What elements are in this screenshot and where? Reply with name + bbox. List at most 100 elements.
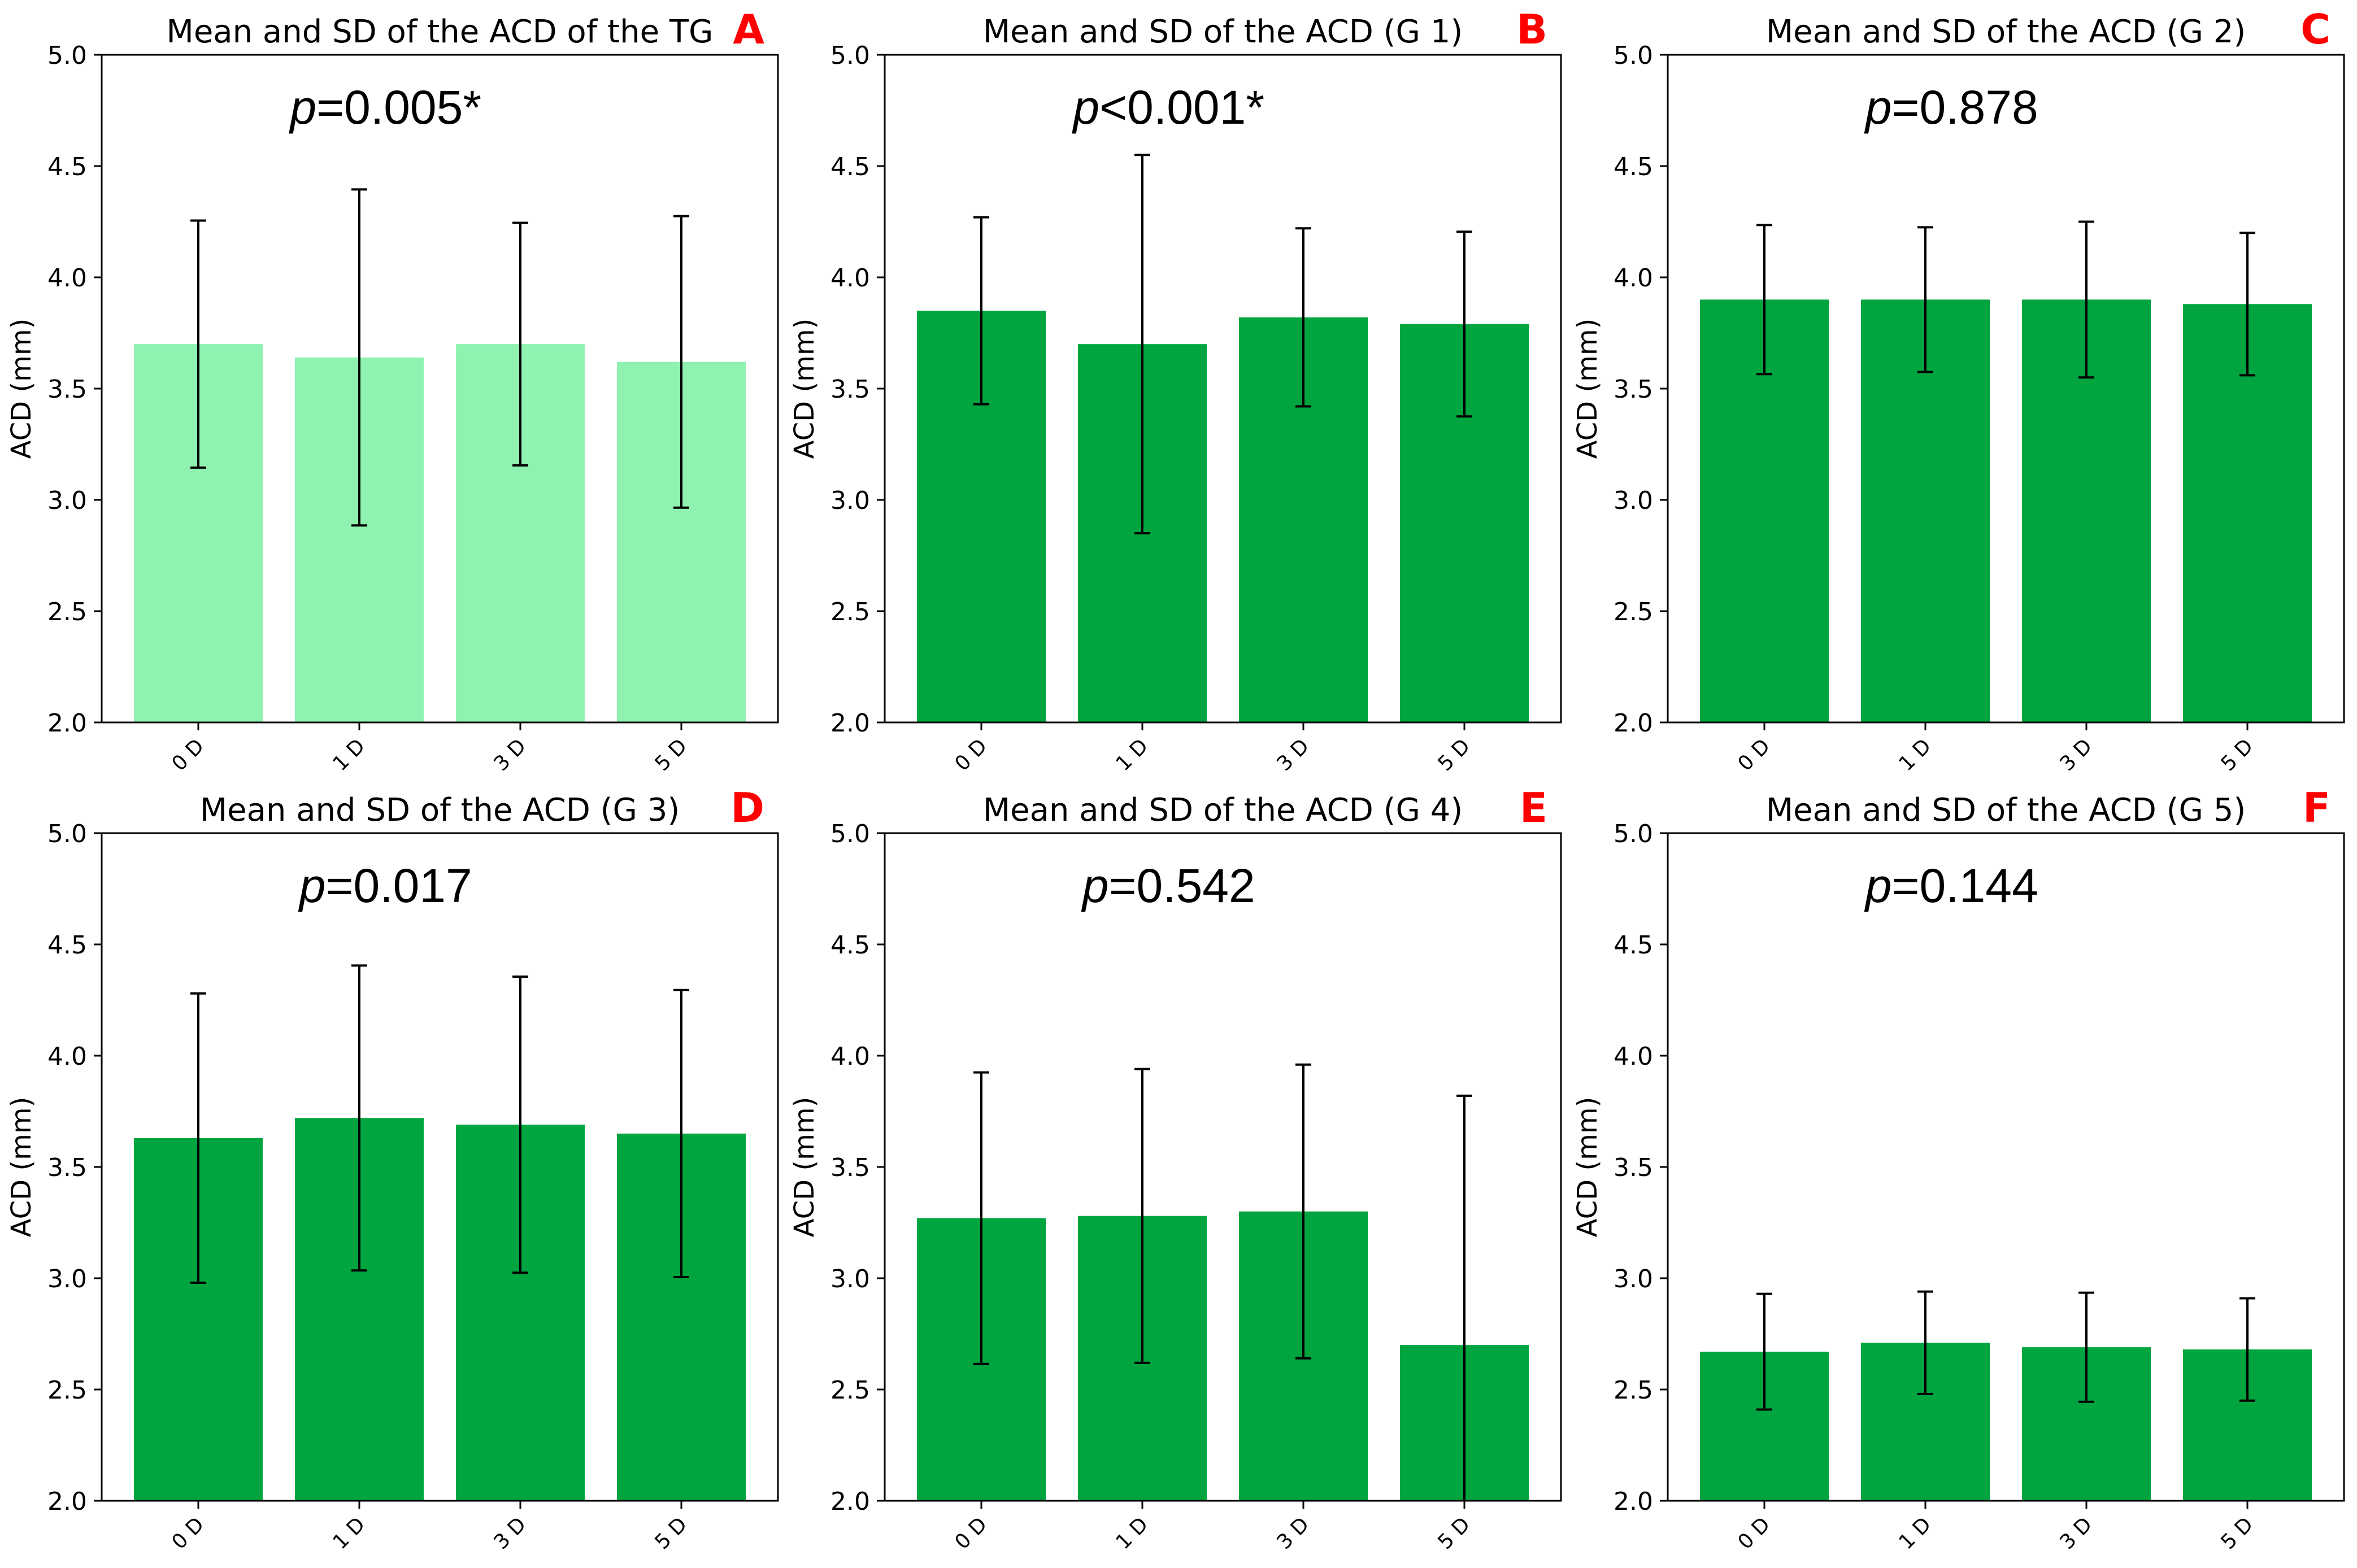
chart-panel-e: 2.0 2.5 3.0 3.5 4.0 4.5 5.0 0 D 1 D 3 D 5 D ACD (mm… (789, 784, 1562, 1554)
y-tick-label: 2.0 (47, 709, 87, 738)
error-bar-1d (351, 188, 367, 527)
error-bar-5d (673, 215, 689, 509)
p-value-symbol: p (1081, 859, 1109, 912)
x-tick-label: 1 D (1111, 734, 1153, 776)
p-value-text: =0.144 (1891, 859, 2038, 912)
x-tick-label: 3 D (489, 1513, 530, 1554)
x-tick-label: 0 D (1733, 1513, 1775, 1554)
y-tick-label: 5.0 (1614, 41, 1653, 70)
x-tick-label: 3 D (2055, 734, 2097, 776)
x-tick-label: 3 D (2055, 1513, 2097, 1554)
x-tick-label: 1 D (328, 1513, 369, 1554)
x-tick-label: 0 D (950, 734, 991, 776)
y-tick-label: 4.5 (1614, 931, 1653, 960)
y-tick-label: 3.0 (1614, 1265, 1653, 1293)
y-tick-label: 4.5 (1614, 153, 1653, 181)
chart-title: Mean and SD of the ACD (G 3) (200, 792, 680, 829)
error-bar-5d (1456, 1094, 1472, 1501)
y-tick-label: 2.0 (47, 1487, 87, 1516)
error-bar-3d (2078, 1291, 2094, 1403)
chart-title: Mean and SD of the ACD (G 1) (983, 14, 1463, 50)
chart-title: Mean and SD of the ACD (G 5) (1766, 792, 2246, 829)
x-tick-label: 1 D (1894, 1513, 1936, 1554)
y-tick-label: 3.5 (1614, 1153, 1653, 1182)
error-bar-1d (1134, 154, 1150, 535)
y-tick-label: 5.0 (47, 820, 87, 848)
y-tick-label: 2.5 (1614, 598, 1653, 626)
y-tick-label: 3.0 (47, 1265, 87, 1293)
error-bar-5d (1456, 230, 1472, 418)
chart-title: Mean and SD of the ACD (G 4) (983, 792, 1463, 829)
x-tick-label: 3 D (489, 734, 530, 776)
error-bar-1d (351, 964, 367, 1272)
p-value-annotation: p=0.005* (288, 81, 481, 134)
p-value-symbol: p (1071, 81, 1099, 134)
y-tick-label: 5.0 (47, 41, 87, 70)
panel-letter: E (1520, 784, 1547, 831)
y-tick-label: 3.5 (830, 1153, 870, 1182)
y-tick-label: 4.0 (830, 264, 870, 293)
error-bar-5d (2239, 1297, 2255, 1402)
y-tick-label: 5.0 (1614, 820, 1653, 848)
y-tick-label: 2.5 (47, 1376, 87, 1405)
y-axis-label: ACD (mm) (789, 1097, 820, 1238)
error-bar-3d (1295, 1063, 1311, 1360)
y-tick-label: 3.5 (47, 375, 87, 404)
panel-letter: A (733, 6, 764, 53)
y-tick-label: 2.5 (47, 598, 87, 626)
p-value-symbol: p (1864, 81, 1892, 134)
x-tick-label: 0 D (1733, 734, 1775, 776)
x-tick-label: 0 D (167, 734, 208, 776)
chart-title: Mean and SD of the ACD (G 2) (1766, 14, 2246, 50)
x-tick-label: 5 D (2216, 734, 2258, 776)
y-tick-label: 3.0 (1614, 486, 1653, 515)
p-value-annotation: p=0.542 (1081, 859, 1255, 912)
y-axis-label: ACD (mm) (6, 1097, 37, 1238)
x-tick-label: 5 D (1433, 1513, 1475, 1554)
p-value-symbol: p (298, 859, 326, 912)
y-tick-label: 3.5 (830, 375, 870, 404)
error-bar-0d (1756, 1292, 1772, 1411)
chart-title: Mean and SD of the ACD of the TG (167, 14, 714, 50)
y-tick-label: 3.5 (1614, 375, 1653, 404)
error-bar-0d (973, 216, 989, 406)
y-tick-label: 4.5 (47, 931, 87, 960)
error-bar-3d (512, 975, 528, 1274)
x-tick-label: 5 D (650, 1513, 692, 1554)
error-bar-1d (1917, 1290, 1933, 1395)
error-bar-5d (673, 988, 689, 1278)
panel-letter: F (2303, 784, 2330, 831)
p-value-annotation: p=0.017 (298, 859, 472, 912)
y-tick-label: 2.5 (830, 598, 870, 626)
x-tick-label: 1 D (328, 734, 369, 776)
x-tick-label: 5 D (1433, 734, 1475, 776)
error-bar-0d (190, 992, 206, 1284)
error-bar-0d (1756, 224, 1772, 376)
y-tick-label: 4.0 (830, 1042, 870, 1071)
p-value-text: =0.017 (325, 859, 472, 912)
y-axis-label: ACD (mm) (789, 319, 820, 459)
x-tick-label: 0 D (167, 1513, 208, 1554)
y-tick-label: 3.0 (830, 1265, 870, 1293)
y-tick-label: 4.5 (830, 931, 870, 960)
p-value-annotation: p=0.878 (1864, 81, 2038, 134)
y-tick-label: 4.0 (47, 1042, 87, 1071)
error-bar-3d (1295, 227, 1311, 408)
panel-letter: B (1516, 6, 1547, 53)
p-value-annotation: p=0.144 (1864, 859, 2038, 912)
y-axis-label: ACD (mm) (1572, 1097, 1603, 1238)
panel-letter: C (2301, 6, 2330, 53)
x-tick-label: 1 D (1111, 1513, 1153, 1554)
error-bar-5d (2239, 232, 2255, 377)
y-tick-label: 2.0 (830, 1487, 870, 1516)
error-bar-0d (973, 1071, 989, 1365)
y-tick-label: 5.0 (830, 41, 870, 70)
y-tick-label: 2.5 (1614, 1376, 1653, 1405)
error-bar-1d (1917, 226, 1933, 373)
error-bar-3d (512, 221, 528, 467)
p-value-symbol: p (1864, 859, 1892, 912)
chart-panel-d: 2.0 2.5 3.0 3.5 4.0 4.5 5.0 0 D 1 D 3 D 5 D ACD (mm… (6, 784, 779, 1554)
error-bar-0d (190, 219, 206, 469)
y-axis-label: ACD (mm) (6, 319, 37, 459)
